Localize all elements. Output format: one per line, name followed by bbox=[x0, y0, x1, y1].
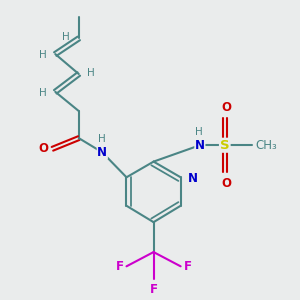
Text: O: O bbox=[221, 101, 231, 114]
Text: N: N bbox=[195, 139, 205, 152]
Text: H: H bbox=[195, 127, 202, 137]
Text: O: O bbox=[221, 177, 231, 190]
Text: H: H bbox=[39, 50, 47, 61]
Text: F: F bbox=[116, 260, 124, 273]
Text: O: O bbox=[39, 142, 49, 155]
Text: F: F bbox=[184, 260, 191, 273]
Text: S: S bbox=[220, 139, 230, 152]
Text: H: H bbox=[87, 68, 95, 78]
Text: N: N bbox=[188, 172, 198, 185]
Text: H: H bbox=[62, 32, 70, 42]
Text: N: N bbox=[97, 146, 107, 159]
Text: H: H bbox=[39, 88, 47, 98]
Text: H: H bbox=[98, 134, 106, 144]
Text: F: F bbox=[150, 284, 158, 296]
Text: CH₃: CH₃ bbox=[255, 139, 277, 152]
